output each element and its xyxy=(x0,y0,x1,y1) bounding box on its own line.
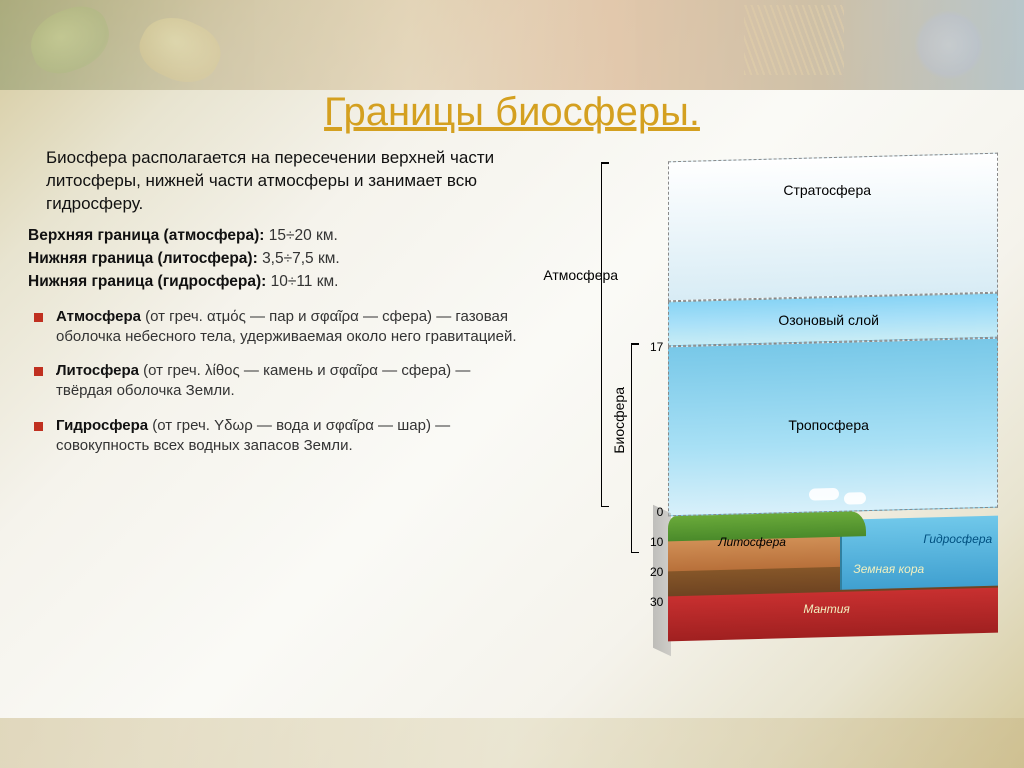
boundary-upper: Верхняя граница (атмосфера): 15÷20 км. xyxy=(28,226,528,247)
tick-30: 30 xyxy=(643,595,663,609)
wheat-decor xyxy=(744,5,844,75)
tick-0: 0 xyxy=(643,505,663,519)
biosphere-label: Биосфера xyxy=(611,387,627,454)
cloud-icon xyxy=(844,492,866,505)
boundary-upper-label: Верхняя граница (атмосфера): xyxy=(28,227,264,244)
tick-17: 17 xyxy=(643,340,663,354)
text-column: Биосфера располагается на пересечении ве… xyxy=(28,147,528,728)
tick-10: 10 xyxy=(643,535,663,549)
stratosphere-layer xyxy=(668,153,998,302)
flower-decor xyxy=(914,10,984,80)
atmosphere-bracket xyxy=(601,162,609,507)
biosphere-diagram: Атмосфера Биосфера xyxy=(553,157,996,718)
biosphere-bracket xyxy=(631,343,639,553)
boundary-hydro-label: Нижняя граница (гидросфера): xyxy=(28,273,266,290)
boundary-litho-value: 3,5÷7,5 км. xyxy=(262,250,340,267)
boundary-lower-litho: Нижняя граница (литосфера): 3,5÷7,5 км. xyxy=(28,249,528,270)
def-term: Литосфера xyxy=(56,362,139,379)
slide-title: Границы биосферы. xyxy=(28,90,996,135)
mantle-text: Мантия xyxy=(803,602,850,616)
troposphere-text: Тропосфера xyxy=(788,417,869,433)
content-columns: Биосфера располагается на пересечении ве… xyxy=(28,147,996,728)
slide-content: Границы биосферы. Биосфера располагается… xyxy=(28,90,996,728)
tick-20: 20 xyxy=(643,565,663,579)
definition-lithosphere: Литосфера (от греч. λίθος — камень и σφα… xyxy=(56,361,528,402)
definition-atmosphere: Атмосфера (от греч. ατμός — пар и σφαῖρα… xyxy=(56,307,528,348)
stratosphere-text: Стратосфера xyxy=(783,182,871,198)
definition-hydrosphere: Гидросфера (от греч. Yδωρ — вода и σφαῖρ… xyxy=(56,416,528,457)
boundary-litho-label: Нижняя граница (литосфера): xyxy=(28,250,258,267)
hydrosphere-text: Гидросфера xyxy=(923,532,992,546)
intro-paragraph: Биосфера располагается на пересечении ве… xyxy=(46,147,528,216)
boundary-hydro-value: 10÷11 км. xyxy=(271,273,339,290)
boundary-lower-hydro: Нижняя граница (гидросфера): 10÷11 км. xyxy=(28,272,528,293)
ozone-text: Озоновый слой xyxy=(778,312,879,328)
diagram-column: Атмосфера Биосфера xyxy=(543,147,996,728)
def-term: Гидросфера xyxy=(56,417,148,434)
boundary-upper-value: 15÷20 км. xyxy=(269,227,338,244)
decor-top-strip xyxy=(0,0,1024,90)
leaf-decor xyxy=(131,6,229,94)
def-term: Атмосфера xyxy=(56,308,141,325)
lithosphere-text: Литосфера xyxy=(718,535,786,549)
leaf-decor xyxy=(22,0,118,82)
crust-text: Земная кора xyxy=(853,562,924,576)
ground-block xyxy=(668,508,998,657)
atmosphere-label: Атмосфера xyxy=(543,267,618,283)
cloud-icon xyxy=(809,488,839,501)
